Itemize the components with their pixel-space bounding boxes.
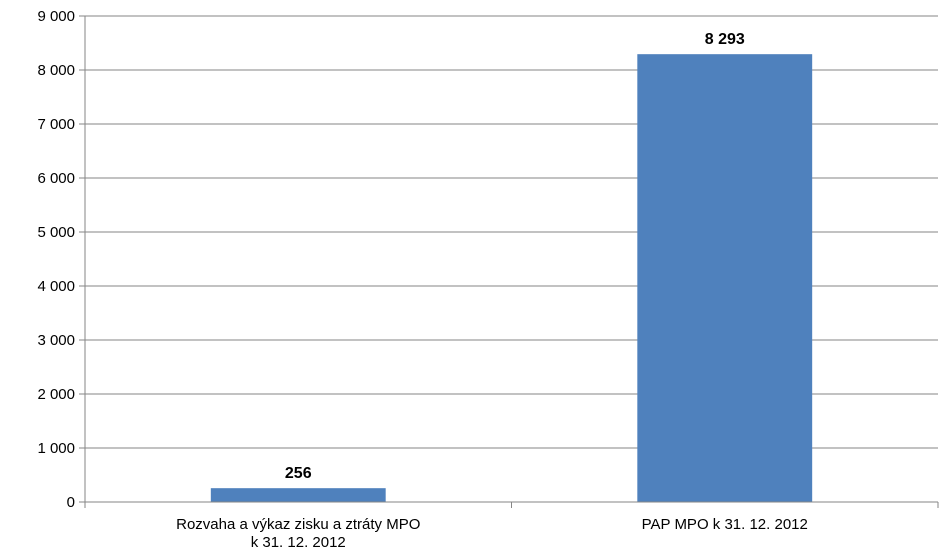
data-labels: 256 8 293 (285, 31, 745, 482)
y-axis-ticks: 0 1 000 2 000 3 000 4 000 5 000 6 000 7 000 8 00… (37, 8, 75, 511)
bars (210, 54, 813, 502)
y-tick-label: 3 000 (37, 332, 75, 349)
y-tick-label: 1 000 (37, 440, 75, 457)
y-tick-label: 7 000 (37, 116, 75, 133)
bar (210, 488, 386, 502)
y-tick-label: 5 000 (37, 224, 75, 241)
y-tick-label: 6 000 (37, 170, 75, 187)
data-label: 256 (285, 465, 312, 482)
category-label: Rozvaha a výkaz zisku a ztráty MPO (176, 516, 420, 533)
data-label: 8 293 (705, 31, 745, 48)
bar (637, 54, 813, 502)
category-label: PAP MPO k 31. 12. 2012 (642, 516, 808, 533)
y-tick-label: 9 000 (37, 8, 75, 25)
y-tick-label: 4 000 (37, 278, 75, 295)
y-tick-label: 8 000 (37, 62, 75, 79)
category-label: k 31. 12. 2012 (251, 534, 346, 551)
y-tick-label: 0 (67, 494, 75, 511)
y-tick-label: 2 000 (37, 386, 75, 403)
x-axis (84, 501, 939, 508)
